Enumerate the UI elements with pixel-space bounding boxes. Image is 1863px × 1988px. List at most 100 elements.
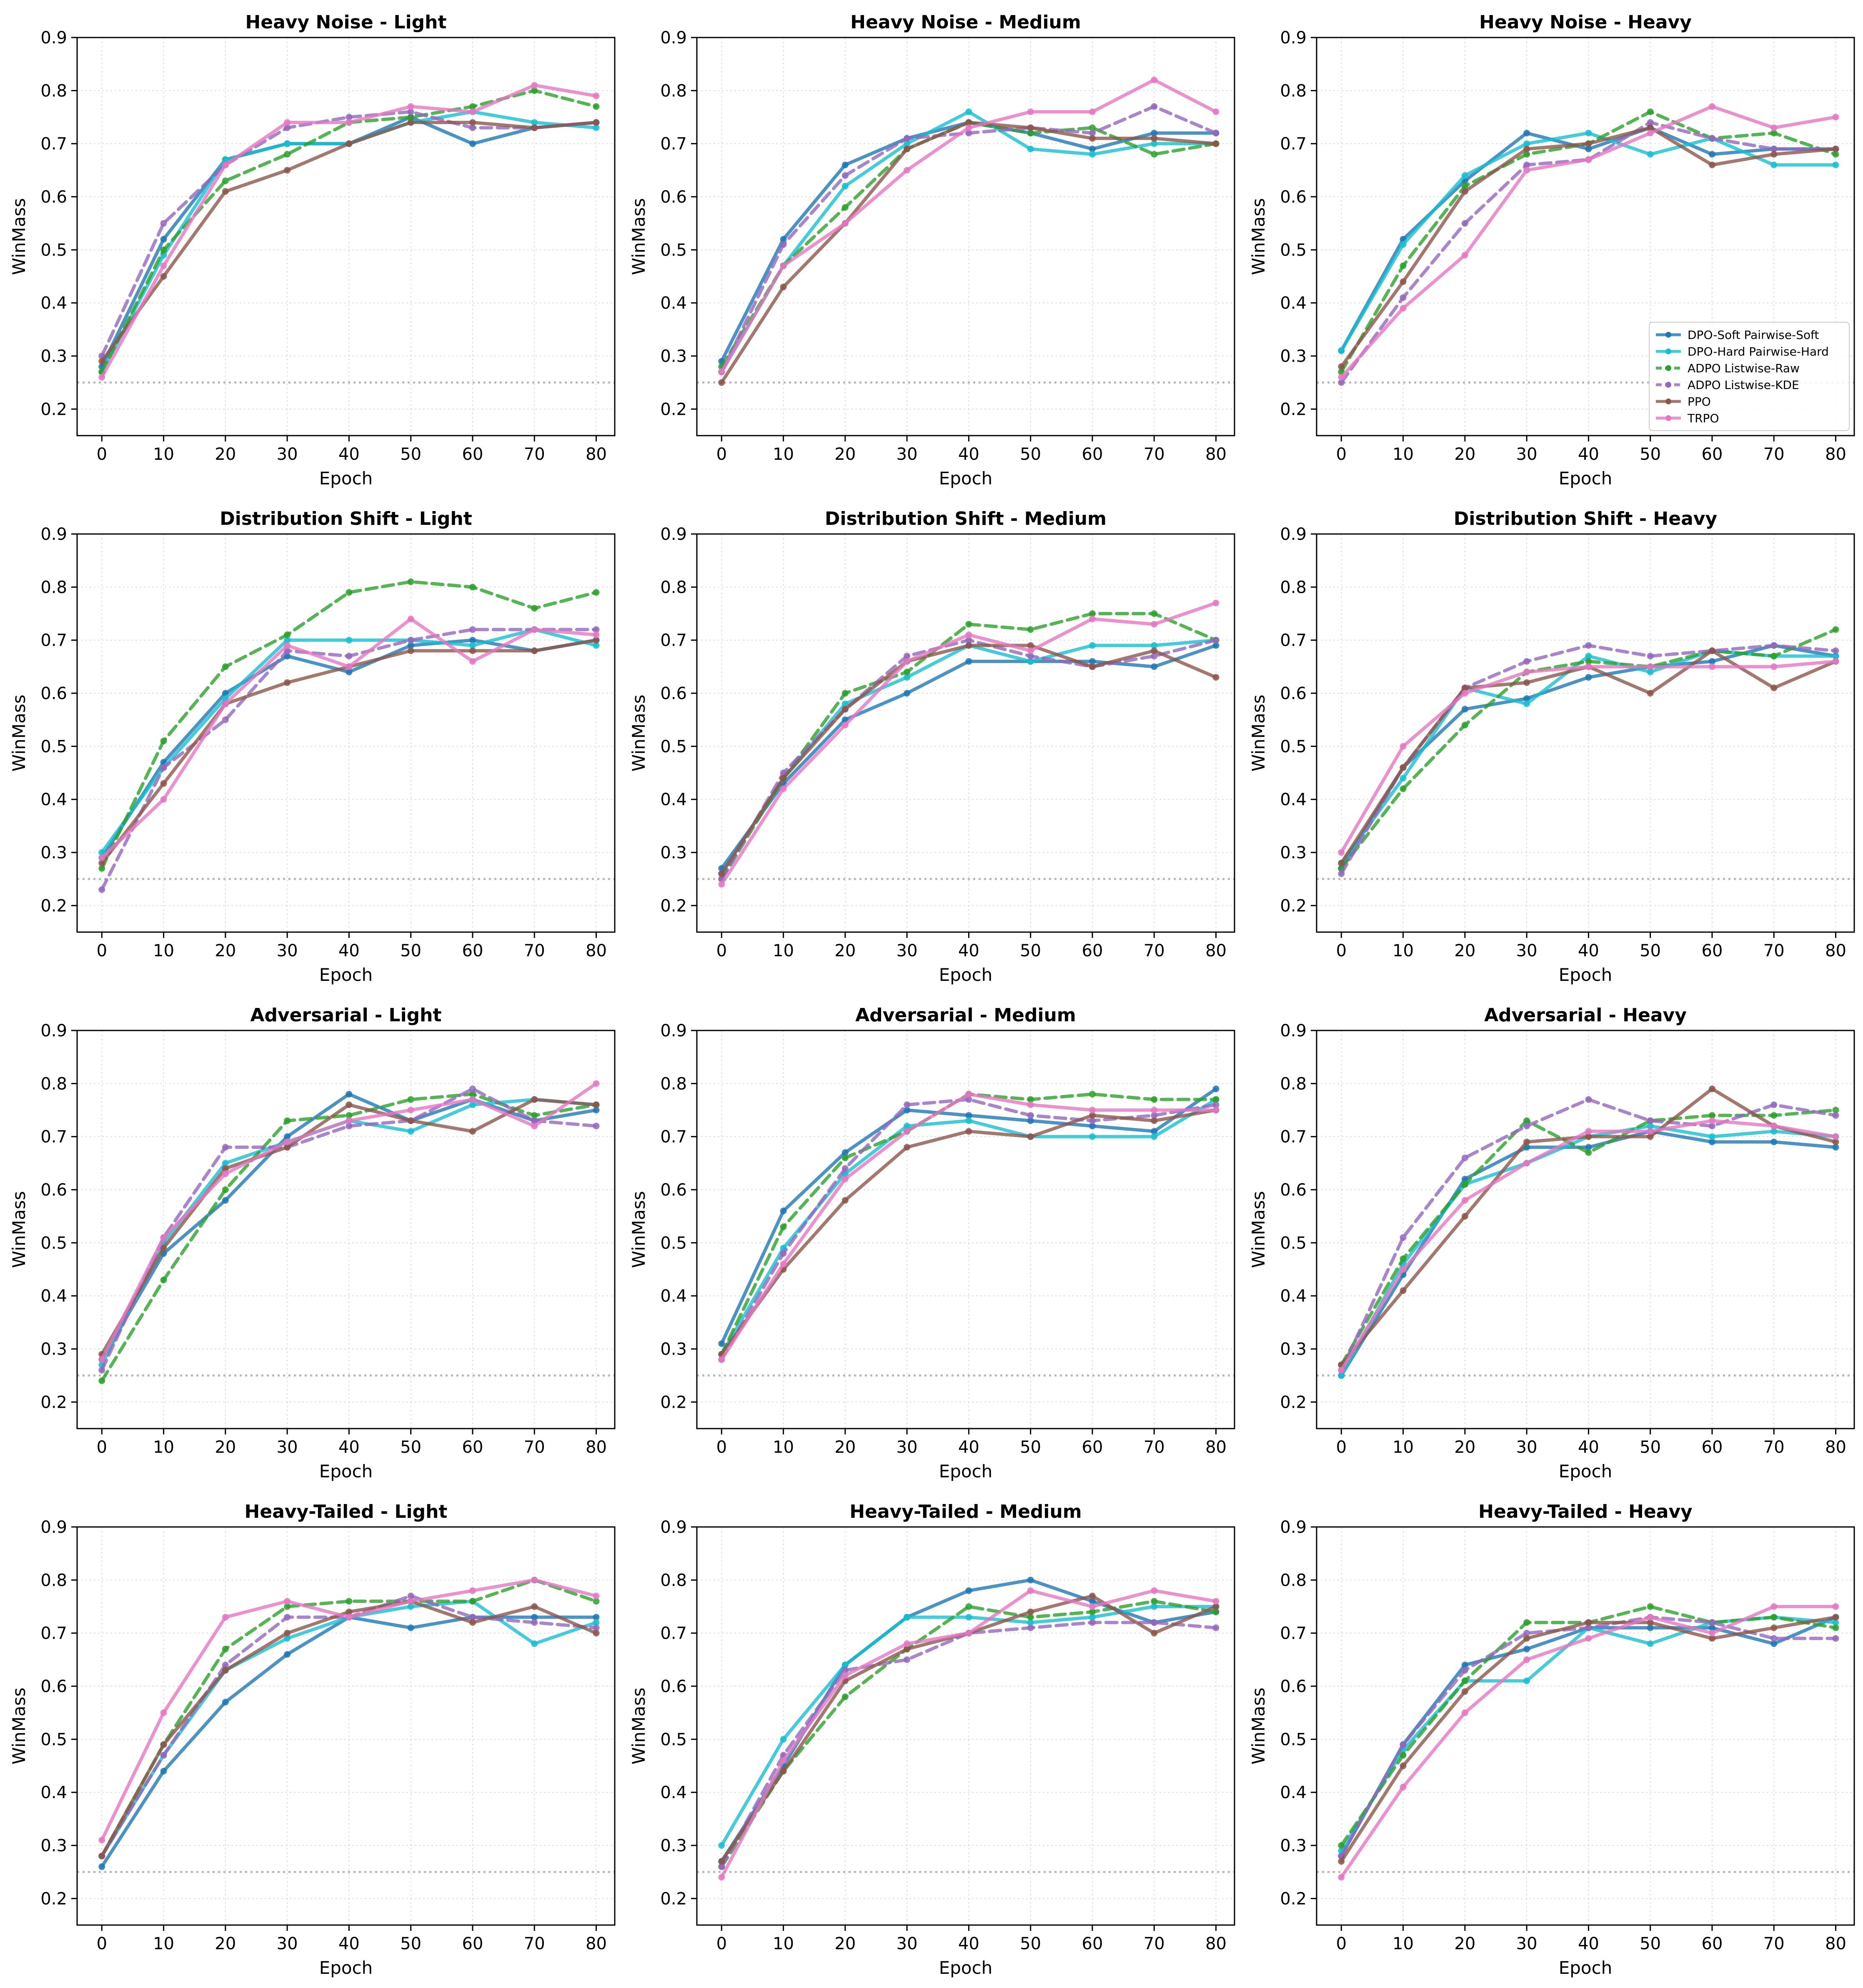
data-point <box>1089 1117 1096 1124</box>
data-point <box>1400 775 1407 782</box>
data-point <box>160 273 167 280</box>
data-point <box>841 183 849 190</box>
data-point <box>1523 679 1530 686</box>
panel-title: Adversarial - Heavy <box>1484 1005 1687 1026</box>
data-point <box>222 700 229 707</box>
data-point <box>1523 700 1530 707</box>
x-tick-label: 80 <box>586 941 607 960</box>
data-point <box>904 167 911 174</box>
x-tick-label: 10 <box>1392 1438 1414 1457</box>
data-point <box>593 103 600 110</box>
data-point <box>841 1672 849 1679</box>
data-point <box>1647 1117 1654 1124</box>
data-point <box>1089 642 1096 649</box>
data-point <box>1647 1128 1654 1135</box>
data-point <box>1770 151 1778 158</box>
data-point <box>346 119 353 126</box>
y-tick-label: 0.7 <box>660 135 687 154</box>
data-point <box>160 764 167 771</box>
y-tick-label: 0.3 <box>660 843 687 862</box>
x-axis-label: Epoch <box>939 468 993 489</box>
axes-frame <box>696 533 1235 933</box>
data-point <box>1338 860 1345 867</box>
data-point <box>718 379 725 386</box>
data-point <box>469 1086 476 1093</box>
data-point <box>1523 1123 1530 1130</box>
data-point <box>284 1651 291 1658</box>
data-point <box>1461 1667 1468 1674</box>
y-tick-label: 0.6 <box>40 684 67 703</box>
y-tick-label: 0.3 <box>1280 347 1307 366</box>
data-point <box>841 1667 849 1674</box>
data-point <box>1212 1096 1219 1103</box>
data-point <box>1027 1624 1034 1631</box>
data-point <box>965 1614 972 1621</box>
x-tick-label: 40 <box>958 941 979 960</box>
data-point <box>593 1630 600 1637</box>
data-point <box>1151 1117 1158 1124</box>
panel-8: 0 10 20 30 40 50 60 70 80 0.2 0.3 0.4 0.5 0.6 0.7 0.8 0.… <box>1248 1005 1855 1482</box>
y-axis-label: WinMass <box>1248 1191 1269 1268</box>
data-point <box>1151 130 1158 137</box>
data-point <box>1027 1587 1034 1594</box>
data-point <box>1708 151 1715 158</box>
data-point <box>346 1112 353 1119</box>
data-point <box>469 1128 476 1135</box>
x-tick-label: 80 <box>1205 941 1227 960</box>
data-point <box>1089 124 1096 131</box>
data-point <box>1461 188 1468 195</box>
data-point <box>1027 1101 1034 1108</box>
data-point <box>718 1356 725 1363</box>
data-point <box>841 1693 849 1700</box>
y-tick-label: 0.6 <box>660 684 687 703</box>
data-point <box>904 145 911 153</box>
data-point <box>1770 684 1778 692</box>
panel-title: Adversarial - Light <box>250 1005 441 1026</box>
y-tick-label: 0.9 <box>1280 1021 1307 1040</box>
data-point <box>1523 1619 1530 1626</box>
data-point <box>780 1250 787 1257</box>
data-point <box>1647 1603 1654 1610</box>
data-point <box>841 706 849 713</box>
data-point <box>1708 658 1715 665</box>
data-point <box>1338 347 1345 354</box>
data-point <box>1832 1614 1839 1621</box>
data-point <box>160 262 167 269</box>
x-axis-label: Epoch <box>1559 965 1613 985</box>
data-point <box>1647 669 1654 676</box>
y-tick-label: 0.9 <box>660 1021 687 1040</box>
y-tick-label: 0.2 <box>660 400 687 419</box>
x-tick-label: 40 <box>958 1934 979 1953</box>
data-point <box>1647 1123 1654 1130</box>
x-tick-label: 50 <box>1020 941 1041 960</box>
axes-frame <box>1316 1030 1855 1429</box>
data-point <box>1523 1656 1530 1663</box>
data-point <box>1832 1603 1839 1610</box>
y-tick-label: 0.7 <box>40 631 67 650</box>
data-point <box>346 1598 353 1605</box>
legend-marker <box>1665 415 1671 421</box>
data-point <box>1770 663 1778 670</box>
y-axis-label: WinMass <box>9 694 29 772</box>
x-tick-label: 10 <box>153 1438 174 1457</box>
data-point <box>1400 1266 1407 1273</box>
data-point <box>98 1356 105 1363</box>
y-tick-label: 0.8 <box>1280 81 1307 100</box>
x-tick-label: 20 <box>834 445 856 464</box>
data-point <box>1027 1608 1034 1615</box>
y-tick-label: 0.3 <box>1280 1836 1307 1855</box>
data-point <box>284 1614 291 1621</box>
data-point <box>1212 599 1219 607</box>
data-point <box>469 1091 476 1098</box>
data-point <box>1461 1677 1468 1685</box>
data-point <box>346 114 353 120</box>
data-point <box>469 108 476 115</box>
panel-6: 0 10 20 30 40 50 60 70 80 0.2 0.3 0.4 0.5 0.6 0.7 0.8 0.… <box>9 1005 616 1482</box>
data-point <box>1770 124 1778 131</box>
panel-title: Distribution Shift - Heavy <box>1454 508 1717 529</box>
data-point <box>1151 652 1158 659</box>
data-point <box>160 780 167 787</box>
data-point <box>222 156 229 163</box>
data-point <box>718 369 725 376</box>
